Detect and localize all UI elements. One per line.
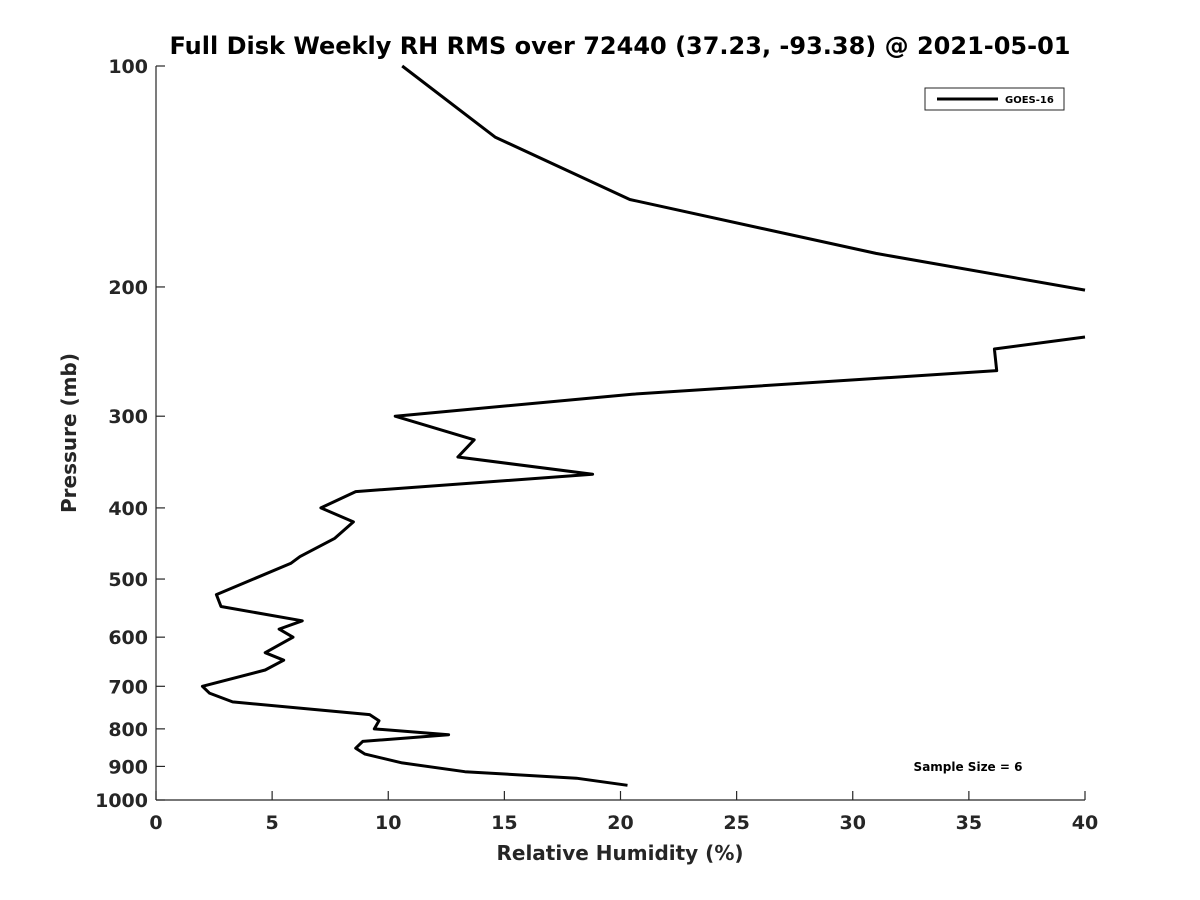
y-tick-label: 1000: [95, 790, 148, 812]
y-ticks: 100 200 300 400 500 600 700 800 900 1000: [95, 56, 165, 812]
x-axis-label: Relative Humidity (%): [496, 841, 743, 865]
chart-title: Full Disk Weekly RH RMS over 72440 (37.2…: [169, 32, 1070, 60]
y-axis-label: Pressure (mb): [57, 353, 81, 513]
x-tick-label: 25: [723, 812, 749, 834]
series-layer: [200, 64, 1086, 787]
x-tick-label: 0: [149, 812, 162, 834]
legend-label-goes16: GOES-16: [1005, 95, 1054, 106]
x-tick-label: 20: [607, 812, 633, 834]
x-tick-label: 15: [491, 812, 517, 834]
series-line-goes16: [200, 335, 1086, 787]
y-tick-label: 500: [108, 569, 148, 591]
y-tick-label: 900: [108, 756, 148, 778]
x-tick-label: 30: [840, 812, 866, 834]
y-tick-label: 300: [108, 406, 148, 428]
y-tick-label: 600: [108, 627, 148, 649]
x-tick-label: 5: [266, 812, 279, 834]
y-tick-label: 400: [108, 498, 148, 520]
x-ticks: 0 5 10 15 20 25 30 35 40: [149, 791, 1098, 834]
y-tick-label: 800: [108, 719, 148, 741]
series-line-goes16: [401, 64, 1086, 292]
x-tick-label: 10: [375, 812, 401, 834]
x-tick-label: 40: [1072, 812, 1098, 834]
y-tick-label: 700: [108, 676, 148, 698]
y-tick-label: 100: [108, 56, 148, 78]
x-tick-label: 35: [956, 812, 982, 834]
legend: GOES-16: [924, 87, 1065, 111]
sample-size-annotation: Sample Size = 6: [914, 760, 1023, 774]
y-tick-label: 200: [108, 277, 148, 299]
